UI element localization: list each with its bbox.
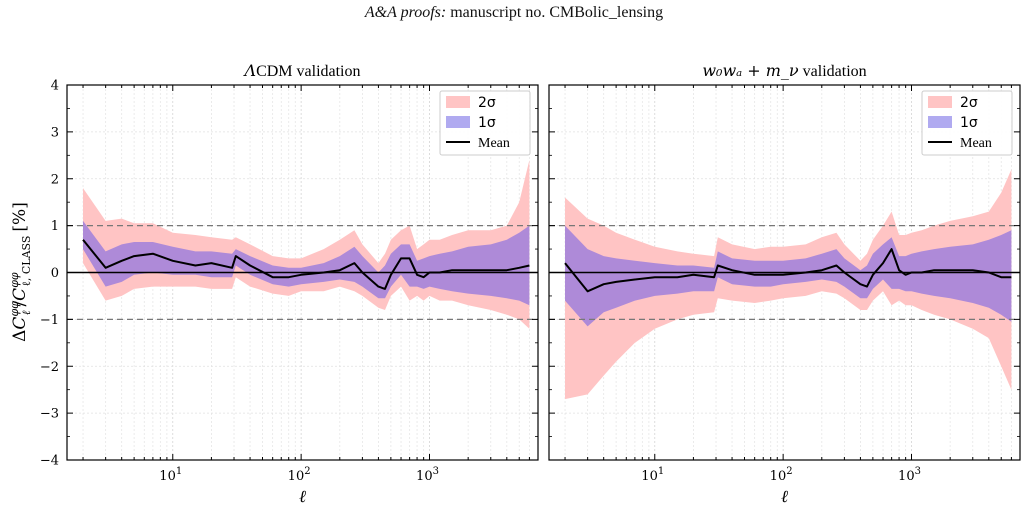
x-tick-exponent: 1 [658, 466, 664, 477]
legend-label: 2σ [960, 95, 978, 111]
panel-title-text: validation [799, 63, 867, 80]
y-label-sub: ℓ [20, 310, 33, 315]
band-1sigma [565, 225, 1012, 327]
y-label-delta: Δ [10, 330, 30, 342]
x-tick-label: 102 [770, 466, 793, 484]
panel-title-math: Λ [243, 61, 257, 80]
band-2sigma [565, 169, 1012, 400]
mean-line [82, 239, 530, 290]
x-tick-exponent: 2 [304, 466, 310, 477]
legend-label: 2σ [478, 95, 496, 111]
y-tick-label: −1 [40, 313, 59, 328]
panel-title: w₀wₐ + m_ν validation [702, 61, 866, 80]
grid [549, 85, 1020, 460]
y-tick-label: 3 [51, 125, 59, 140]
y-label-unit: [%] [10, 202, 30, 231]
y-label-sup: φφ [8, 301, 21, 317]
legend-swatch [446, 96, 470, 108]
y-tick-label: 2 [51, 172, 59, 187]
legend-label: 1σ [960, 115, 978, 131]
panel-1: −4 −3 −2 −1 0 1 2 3 4 101 102 103 ℓ ΛCDM validation 2σ… [40, 61, 539, 507]
x-tick-label: 103 [416, 466, 439, 484]
legend-label: 1σ [478, 115, 496, 131]
x-tick-exponent: 2 [786, 466, 792, 477]
x-tick-exponent: 3 [433, 466, 439, 477]
legend-swatch [928, 116, 952, 128]
panel-title-text: CDM validation [256, 63, 360, 80]
journal-name: A&A proofs: [364, 4, 447, 21]
panel-2: 101 102 103 ℓ w₀wₐ + m_ν validation 2σ 1σ Mean [548, 61, 1021, 507]
band-1sigma [83, 220, 530, 306]
x-tick-label: 101 [159, 466, 182, 484]
page-header: A&A proofs: manuscript no. CMBolic_lensi… [0, 4, 1028, 22]
x-tick-label: 101 [641, 466, 664, 484]
y-tick-label: −3 [40, 407, 59, 422]
y-label-c: C [10, 317, 30, 330]
y-tick-label: −4 [40, 454, 59, 469]
legend-swatch [928, 96, 952, 108]
legend-label: Mean [960, 136, 992, 151]
grid [67, 85, 538, 460]
y-label-sup2: φφ [8, 272, 21, 288]
x-tick-label: 103 [898, 466, 921, 484]
y-axis-label: ΔCφφℓ/Cφφℓ, CLASS[%] [8, 202, 33, 342]
y-label-sub2: ℓ, CLASS [20, 236, 33, 287]
legend: 2σ 1σ Mean [439, 90, 531, 156]
panel-title: ΛCDM validation [243, 61, 361, 80]
y-label-slash: / [10, 301, 30, 307]
legend: 2σ 1σ Mean [921, 90, 1013, 156]
y-tick-label: 0 [51, 266, 59, 281]
manuscript-id: manuscript no. CMBolic_lensing [450, 4, 664, 21]
mean-line [564, 248, 1012, 293]
x-axis-label: ℓ [781, 487, 788, 507]
y-label-c2: C [10, 288, 30, 301]
y-tick-label: −2 [40, 360, 59, 375]
x-tick-exponent: 1 [176, 466, 182, 477]
y-tick-label: 4 [51, 79, 59, 94]
x-tick-exponent: 3 [915, 466, 921, 477]
panel-title-math: w₀wₐ + m_ν [702, 61, 799, 80]
legend-swatch [446, 116, 470, 128]
x-tick-label: 102 [288, 466, 311, 484]
x-axis-label: ℓ [299, 487, 306, 507]
legend-label: Mean [478, 136, 510, 151]
y-tick-label: 1 [51, 219, 59, 234]
